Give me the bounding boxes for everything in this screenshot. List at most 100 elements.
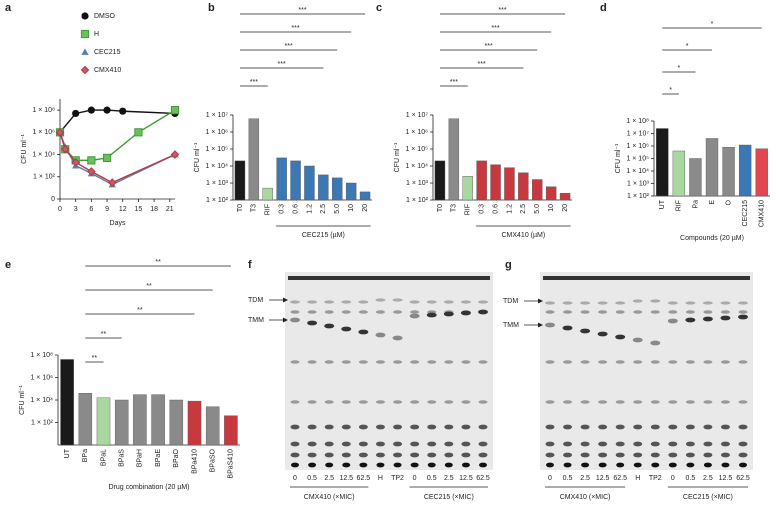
tlc-spot — [375, 441, 385, 447]
tlc-spot — [341, 452, 351, 458]
tlc-spot — [443, 300, 454, 304]
bar — [60, 359, 74, 446]
bar — [332, 177, 343, 201]
lane-label: 0.5 — [427, 475, 437, 482]
series-line — [59, 109, 176, 133]
tlc-spot — [324, 360, 334, 364]
x-tick-label: 5.0 — [334, 204, 341, 214]
tlc-spot — [307, 400, 317, 404]
group-label: CMX410 (µM) — [501, 232, 545, 239]
tlc-spot — [341, 441, 351, 447]
tlc-spot — [393, 452, 403, 458]
tlc-spot — [358, 441, 368, 447]
tlc-spot — [685, 317, 696, 323]
arrow-head — [538, 298, 543, 304]
bar — [96, 397, 111, 446]
legend-label: CEC215 — [94, 49, 121, 56]
bar — [672, 150, 686, 197]
y-axis-label: CFU ml⁻¹ — [19, 384, 26, 414]
bar — [559, 193, 571, 201]
significance-label: ** — [101, 331, 107, 338]
bar — [448, 118, 460, 201]
bar — [689, 158, 702, 197]
tlc-spot — [650, 299, 661, 303]
tlc-spot — [427, 462, 436, 468]
tlc-spot — [703, 360, 713, 364]
x-tick-label: 1.2 — [506, 204, 513, 214]
tlc-spot — [324, 323, 335, 329]
tlc-spot — [685, 441, 695, 447]
significance-label: *** — [278, 61, 286, 68]
lane-label: 62.5 — [357, 475, 371, 482]
tlc-spot — [444, 462, 453, 468]
tlc-spot — [375, 452, 385, 458]
bar — [722, 147, 735, 197]
data-point — [134, 128, 143, 137]
bar — [151, 394, 165, 446]
tlc-spot — [720, 360, 730, 364]
tlc-spot — [376, 462, 385, 468]
tlc-spot — [478, 360, 488, 364]
tlc-spot — [545, 400, 555, 404]
panel-label: g — [505, 259, 512, 271]
tlc-spot — [685, 452, 695, 458]
tlc-spot — [479, 462, 487, 468]
x-tick-label: BPaS410 — [228, 449, 235, 479]
tlc-spot — [307, 320, 318, 326]
tlc-spot — [461, 452, 471, 458]
bar — [738, 144, 752, 197]
tlc-spot — [597, 331, 608, 337]
tlc-spot — [668, 441, 678, 447]
x-tick-label: T3 — [251, 204, 258, 212]
tlc-spot — [427, 441, 437, 447]
tlc-spot — [545, 322, 555, 328]
data-point — [60, 144, 70, 154]
tlc-spot — [738, 424, 748, 430]
tlc-spot — [633, 452, 643, 458]
tlc-spot — [410, 441, 420, 447]
tlc-spot — [563, 441, 573, 447]
tlc-spot — [651, 462, 660, 468]
data-point — [170, 106, 180, 115]
tlc-spot — [685, 424, 695, 430]
tlc-spot — [738, 314, 748, 320]
tlc-spot — [615, 441, 625, 447]
tlc-spot — [598, 452, 608, 458]
tlc-spot — [685, 301, 696, 305]
lane-label: 12.5 — [596, 475, 610, 482]
tlc-spot — [410, 452, 420, 458]
tlc-spot — [668, 452, 678, 458]
tlc-spot — [615, 310, 625, 314]
lane-label: TP2 — [649, 475, 662, 482]
tlc-spot — [686, 462, 695, 468]
tlc-spot — [580, 328, 591, 334]
tlc-spot — [598, 400, 608, 404]
tlc-spot — [341, 424, 351, 430]
tlc-spot — [358, 400, 368, 404]
tlc-spot — [375, 298, 386, 302]
tlc-spot — [650, 360, 660, 364]
lane-label: 2.5 — [580, 475, 590, 482]
data-point — [72, 109, 80, 118]
group-label: CMX410 (×MIC) — [560, 494, 611, 501]
tlc-spot — [478, 424, 488, 430]
tlc-spot — [427, 424, 437, 430]
bar — [304, 165, 315, 201]
tlc-spot — [307, 300, 318, 304]
tlc-spot — [307, 452, 317, 458]
tlc-spot — [461, 424, 471, 430]
lane-label: TP2 — [391, 475, 404, 482]
tlc-spot — [703, 424, 713, 430]
tlc-spot — [478, 309, 488, 315]
tlc-spot — [307, 360, 317, 364]
significance-label: *** — [285, 43, 293, 50]
lane-label: 2.5 — [703, 475, 713, 482]
tlc-plate — [540, 272, 753, 470]
tlc-spot — [545, 452, 555, 458]
lane-label: 12.5 — [459, 475, 473, 482]
tlc-spot — [426, 300, 437, 304]
bar — [114, 399, 129, 446]
tlc-spot — [460, 300, 471, 304]
y-tick-label: 1 × 10⁴ — [626, 168, 649, 175]
bar — [359, 191, 371, 201]
